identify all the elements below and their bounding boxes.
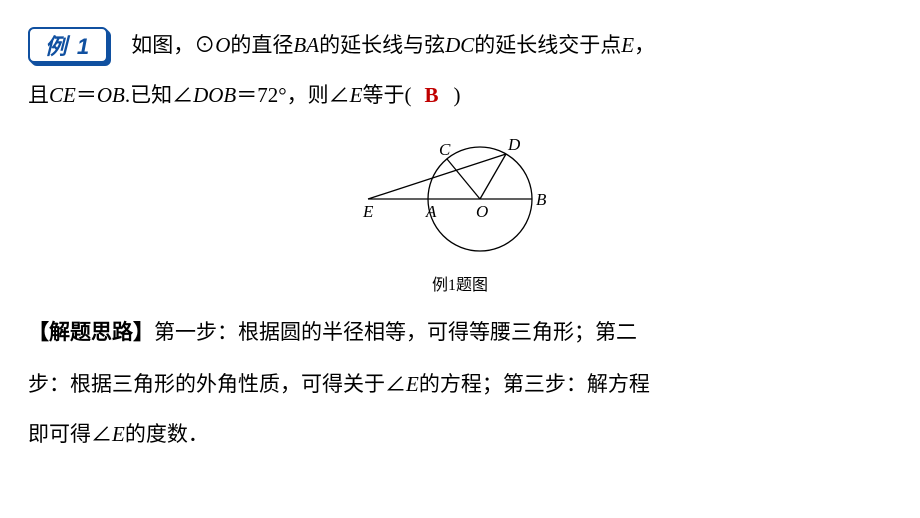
analysis-title: 【解题思路】 — [28, 321, 154, 344]
sym-BA: BA — [293, 33, 319, 57]
svg-text:E: E — [362, 202, 374, 221]
an-d: 即可得∠ — [28, 422, 112, 446]
prob-text-7: ，则∠ — [287, 83, 350, 107]
prob-text-3: 的延长线与弦 — [319, 33, 445, 57]
svg-text:A: A — [425, 202, 437, 221]
sym-DC: DC — [445, 33, 474, 57]
prob-text-2: 的直径 — [230, 33, 293, 57]
sym-E: E — [621, 33, 634, 57]
prob-eq: ＝ — [76, 83, 97, 107]
an-c: 的方程；第三步：解方程 — [419, 372, 650, 396]
example-tag: 例 1 — [28, 27, 108, 63]
svg-text:B: B — [536, 190, 547, 209]
prob-text-1: 如图，⊙ — [131, 33, 215, 57]
svg-text:C: C — [439, 140, 451, 159]
figure-caption: 例1题图 — [28, 276, 892, 295]
an-E: E — [406, 372, 419, 396]
svg-text:O: O — [476, 202, 488, 221]
prob-comma: ， — [634, 33, 655, 57]
an-E2: E — [112, 422, 125, 446]
prob-72: ＝72° — [236, 83, 286, 107]
sym-OB: OB — [97, 83, 125, 107]
prob-text-8: 等于 — [363, 83, 405, 107]
prob-text-6: .已知∠ — [125, 83, 193, 107]
sym-CE: CE — [49, 83, 76, 107]
an-a: 第一步：根据圆的半径相等，可得等腰三角形；第二 — [154, 320, 637, 344]
an-e: 的度数． — [125, 422, 209, 446]
prob-text-5: 且 — [28, 83, 49, 107]
page: 例 1 如图，⊙O的直径BA的延长线与弦DC的延长线交于点E， 且CE＝OB.已… — [0, 0, 920, 459]
analysis-block: 【解题思路】第一步：根据圆的半径相等，可得等腰三角形；第二 步：根据三角形的外角… — [28, 307, 892, 459]
an-b: 步：根据三角形的外角性质，可得关于∠ — [28, 372, 406, 396]
answer-wrap: ( )B — [405, 70, 461, 120]
figure-wrap: E A O B C D 例1题图 — [28, 129, 892, 295]
prob-text-4: 的延长线交于点 — [474, 33, 621, 57]
answer: B — [425, 70, 439, 120]
sym-DOB: DOB — [193, 83, 236, 107]
sym-O: O — [215, 33, 230, 57]
figure-svg: E A O B C D — [350, 129, 570, 264]
sym-E2: E — [350, 83, 363, 107]
svg-text:D: D — [507, 135, 521, 154]
problem-block: 例 1 如图，⊙O的直径BA的延长线与弦DC的延长线交于点E， 且CE＝OB.已… — [28, 20, 892, 121]
